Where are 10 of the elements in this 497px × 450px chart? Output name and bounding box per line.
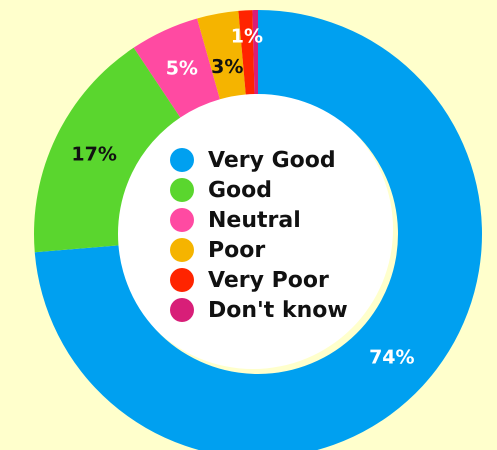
legend-label: Very Good — [208, 148, 336, 172]
data-label: 5% — [166, 58, 198, 80]
data-label: 3% — [211, 56, 244, 78]
data-label: 17% — [71, 144, 117, 166]
legend-label: Good — [208, 178, 272, 202]
data-label: 74% — [369, 346, 415, 368]
legend-label: Don't know — [208, 298, 348, 322]
legend-label: Poor — [208, 238, 266, 262]
legend-label: Neutral — [208, 208, 301, 232]
legend-label: Very Poor — [208, 268, 329, 292]
